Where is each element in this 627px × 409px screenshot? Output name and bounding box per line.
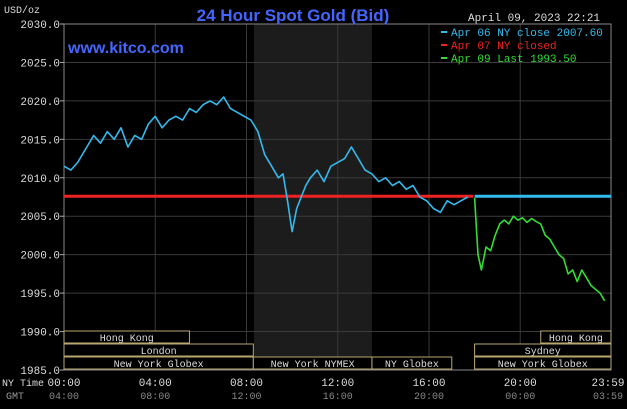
y-tick-label: 2025.0 <box>20 58 60 70</box>
x-tick-label-gmt: 20:00 <box>414 392 444 403</box>
kitco-watermark: www.kitco.com <box>67 40 184 57</box>
series-line <box>63 96 469 233</box>
session-label: NY Globex <box>385 359 439 371</box>
x-axis-ticks: 00:00 04:00 08:00 12:00 16:00 20:00 23:59 04:00… <box>47 378 624 403</box>
x-tick-label-ny: 08:00 <box>230 378 263 390</box>
y-tick-label: 2010.0 <box>20 174 60 186</box>
session-bar <box>474 343 612 357</box>
y-tick-label: 2015.0 <box>20 135 60 147</box>
y-tick-label: 2005.0 <box>20 212 60 224</box>
legend-entry: Apr 09 Last 1993.50 <box>451 54 576 66</box>
y-tick-label: 1995.0 <box>20 289 60 301</box>
session-label: New York NYMEX <box>271 359 355 371</box>
x-tick-label-ny: 12:00 <box>321 378 354 390</box>
series-lines <box>63 96 606 302</box>
ny-time-label: NY Time <box>2 378 44 390</box>
session-bar <box>63 343 254 357</box>
session-bar <box>540 330 612 344</box>
y-tick-label: 2020.0 <box>20 97 60 109</box>
y-axis-ticks: 2030.0 2025.0 2020.0 2015.0 2010.0 2005.0 2000… <box>20 20 64 378</box>
x-tick-label-gmt: 12:00 <box>231 392 261 403</box>
legend-entry: Apr 07 NY closed <box>451 41 557 53</box>
session-label: New York Globex <box>114 359 204 371</box>
session-label: New York Globex <box>498 359 588 371</box>
session-bar <box>63 330 190 344</box>
x-tick-label-gmt: 03:59 <box>593 392 623 403</box>
y-tick-label: 2030.0 <box>20 20 60 32</box>
x-tick-label-ny: 23:59 <box>591 378 624 390</box>
y-tick-label: 2000.0 <box>20 251 60 263</box>
chart-title: 24 Hour Spot Gold (Bid) <box>197 6 390 25</box>
x-tick-label-gmt: 04:00 <box>49 392 79 403</box>
timestamp: April 09, 2023 22:21 <box>468 13 600 25</box>
x-tick-label-ny: 04:00 <box>139 378 172 390</box>
gmt-label: GMT <box>6 392 24 403</box>
legend-entry: Apr 06 NY close 2007.60 <box>451 28 603 40</box>
session-label: Sydney <box>525 346 561 358</box>
x-tick-label-ny: 20:00 <box>504 378 537 390</box>
x-tick-label-ny: 16:00 <box>412 378 445 390</box>
session-label: London <box>141 346 177 358</box>
y-tick-label: 1985.0 <box>20 366 60 378</box>
session-label: Hong Kong <box>549 334 603 345</box>
x-tick-label-ny: 00:00 <box>47 378 80 390</box>
series-line <box>473 197 606 302</box>
session-label: Hong Kong <box>100 334 154 345</box>
x-tick-label-gmt: 00:00 <box>505 392 535 403</box>
y-tick-label: 1990.0 <box>20 328 60 340</box>
session-bar <box>474 356 612 370</box>
y-axis-label: USD/oz <box>4 5 40 17</box>
session-bar <box>371 356 453 370</box>
x-tick-label-gmt: 08:00 <box>140 392 170 403</box>
x-tick-label-gmt: 16:00 <box>323 392 353 403</box>
